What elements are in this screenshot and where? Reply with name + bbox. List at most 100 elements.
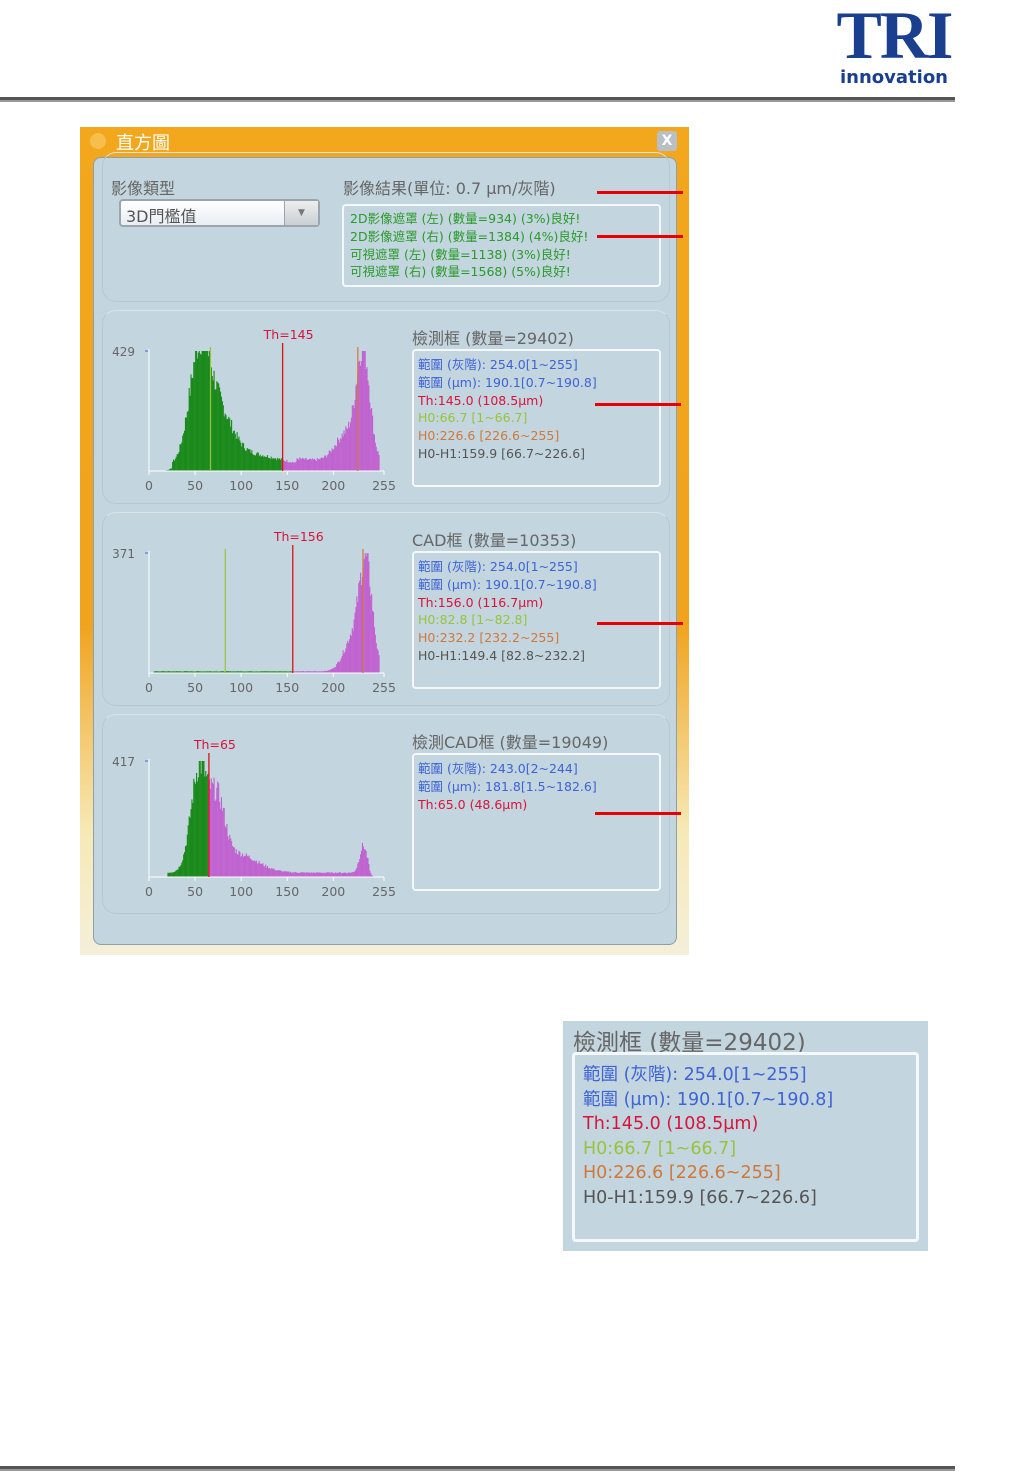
histogram-bar <box>268 671 270 673</box>
histogram-bar <box>344 433 346 471</box>
histogram-bar <box>278 870 281 877</box>
histogram-bar <box>372 415 374 471</box>
histogram-bar <box>313 671 315 673</box>
histogram-bar <box>174 458 176 471</box>
histogram-bar <box>314 873 317 877</box>
histogram-bar <box>337 439 340 471</box>
histogram-bar <box>355 607 357 673</box>
histogram-bar <box>243 855 246 877</box>
histogram-bar <box>337 661 340 673</box>
histogram-bar <box>191 799 193 877</box>
histogram-bar <box>253 860 255 877</box>
histogram-bar <box>231 845 234 877</box>
histogram-bar <box>192 671 194 673</box>
histogram-bar <box>275 458 277 471</box>
histogram-bar <box>316 872 318 877</box>
histogram-bar <box>169 671 171 673</box>
histogram-bar <box>314 671 317 673</box>
histogram-bar <box>269 671 271 673</box>
x-tick-label: 0 <box>145 680 153 695</box>
histogram-bar <box>227 418 229 471</box>
histogram-bar <box>372 875 374 877</box>
histogram-bar <box>212 380 214 471</box>
histogram-bar <box>197 777 199 877</box>
histogram-bar <box>342 872 344 877</box>
histogram-bar <box>365 850 367 877</box>
histogram-bar <box>360 850 363 877</box>
histogram-bar <box>368 864 370 877</box>
histogram-bar <box>181 671 183 673</box>
histogram-bar <box>179 671 181 673</box>
histogram-bar <box>188 671 190 673</box>
histogram-bar <box>183 433 185 471</box>
chevron-down-icon[interactable]: ▼ <box>284 201 318 225</box>
histogram-bar <box>348 639 351 673</box>
histogram-bar <box>325 455 327 471</box>
histogram-bar <box>204 351 206 471</box>
histogram-bar <box>326 670 328 673</box>
close-button[interactable]: X <box>657 131 677 151</box>
histogram-bar <box>225 671 227 673</box>
histogram-bar <box>375 446 377 471</box>
histogram-bar <box>172 461 174 471</box>
histogram-bar <box>186 411 188 471</box>
histogram-bar <box>301 872 304 877</box>
histogram-bar <box>350 417 352 471</box>
histogram-bar <box>349 634 352 673</box>
histogram-bar <box>233 671 235 673</box>
histogram-bar <box>164 671 166 673</box>
histogram-bar <box>220 797 223 877</box>
histogram-bar <box>197 671 199 673</box>
histogram-bar <box>335 872 337 877</box>
histogram-bar <box>333 668 335 673</box>
histogram-bar <box>352 872 354 877</box>
histogram-bar <box>255 453 258 471</box>
histogram-bar <box>283 460 285 471</box>
histogram-bar <box>259 454 261 471</box>
histogram-bar <box>300 872 302 877</box>
histogram-bar <box>331 448 333 471</box>
histogram-bar <box>163 671 165 673</box>
histogram-bar <box>375 642 377 673</box>
histogram-bar <box>355 869 357 877</box>
histogram-bar <box>357 863 359 877</box>
info-line: H0-H1:149.4 [82.8~232.2] <box>418 647 586 663</box>
threshold-label: Th=65 <box>193 737 236 752</box>
histogram-bar <box>316 671 318 673</box>
histogram-bar <box>303 671 305 673</box>
histogram-bar <box>203 761 205 877</box>
histogram-bar <box>299 872 301 877</box>
histogram-bar <box>201 671 203 673</box>
histogram-bar <box>190 671 192 673</box>
histogram-bar <box>257 671 259 673</box>
histogram-bar <box>242 671 244 673</box>
histogram-bar <box>297 458 299 471</box>
histogram-bar <box>224 825 226 877</box>
histogram-bar <box>197 352 199 471</box>
histogram-bar <box>366 857 368 877</box>
histogram-bar <box>295 872 297 877</box>
logo-mark: TRI <box>836 0 954 73</box>
histogram-bar <box>308 671 310 673</box>
dialog-titlebar[interactable]: 直方圖 X <box>80 127 689 155</box>
histogram-bar <box>277 870 279 877</box>
histogram-bar <box>288 462 290 471</box>
histogram-bar <box>313 872 316 877</box>
histogram-bar <box>316 458 318 471</box>
histogram-bar <box>282 871 284 877</box>
image-type-select[interactable]: 3D門檻值 ▼ <box>119 199 320 227</box>
histogram-bar <box>194 671 196 673</box>
histogram-bar <box>333 448 335 471</box>
info-line: 範圍 (µm): 190.1[0.7~190.8] <box>418 576 597 592</box>
histogram-bar <box>325 670 327 673</box>
histogram-bar <box>356 596 358 673</box>
inset-info-line: 範圍 (灰階): 254.0[1~255] <box>583 1065 807 1085</box>
histogram-bar <box>369 870 371 877</box>
histogram-bar <box>262 863 264 877</box>
histogram-bar <box>234 433 236 471</box>
histogram-bar <box>250 452 252 471</box>
histogram-bar <box>371 408 373 471</box>
histogram-bar <box>226 419 228 471</box>
histogram-bar <box>325 670 328 673</box>
histogram-bar <box>194 362 196 471</box>
